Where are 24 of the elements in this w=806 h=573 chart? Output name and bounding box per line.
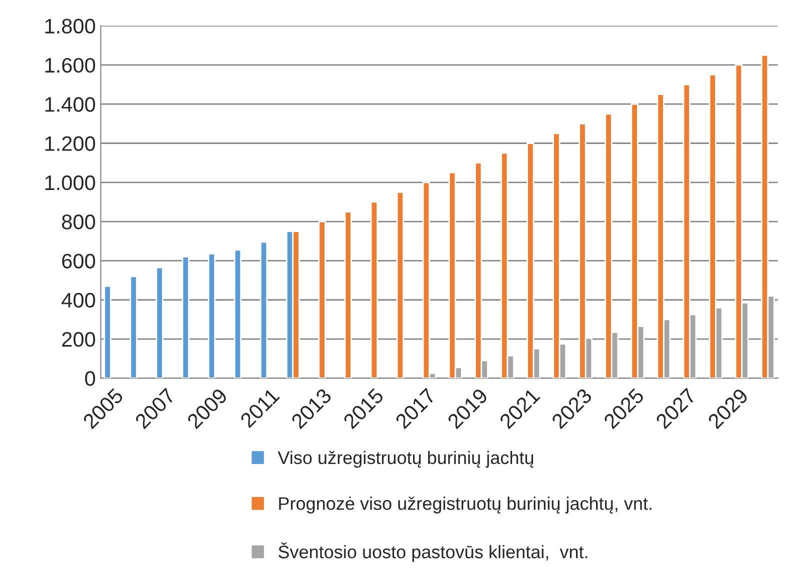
bar bbox=[344, 211, 352, 378]
y-tick-label: 1.600 bbox=[45, 58, 96, 73]
bar bbox=[234, 249, 242, 378]
y-tick-label: 800 bbox=[62, 214, 96, 230]
y-tick-label: 600 bbox=[62, 254, 96, 268]
y-tick-label: 1.800 bbox=[45, 18, 96, 34]
legend-label: Prognozė viso užregistruotų burinių jachtų, vnt. bbox=[279, 496, 652, 514]
bar bbox=[260, 241, 268, 378]
y-tick-label: 200 bbox=[62, 332, 96, 347]
y-tick-label: 400 bbox=[62, 292, 96, 308]
bar bbox=[318, 220, 326, 378]
y-tick-label: 1.200 bbox=[45, 136, 96, 152]
bar bbox=[396, 192, 404, 378]
y-tick-label: 1.000 bbox=[45, 175, 96, 190]
y-tick-label: 0 bbox=[85, 371, 96, 386]
bar bbox=[370, 201, 378, 378]
legend-label: Šventosio uosto pastovūs klientai, vnt. bbox=[278, 542, 588, 562]
bar bbox=[130, 276, 138, 378]
bar bbox=[182, 256, 190, 378]
y-tick-label: 1.400 bbox=[45, 97, 96, 112]
bar bbox=[104, 285, 112, 378]
bar bbox=[208, 253, 216, 378]
bar bbox=[156, 266, 164, 378]
legend-label: Viso užregistruotų burinių jachtų bbox=[278, 450, 534, 468]
